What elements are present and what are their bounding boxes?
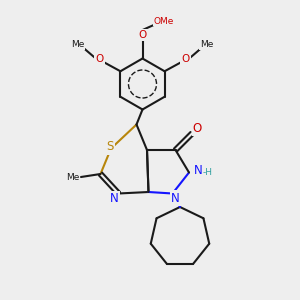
Text: Me: Me xyxy=(66,172,79,182)
Text: N: N xyxy=(110,192,118,206)
Text: OMe: OMe xyxy=(154,16,174,26)
Text: N: N xyxy=(171,191,180,205)
Text: Me: Me xyxy=(200,40,213,49)
Text: S: S xyxy=(107,140,114,154)
Text: -H: -H xyxy=(202,168,213,177)
Text: O: O xyxy=(193,122,202,135)
Text: O: O xyxy=(182,54,190,64)
Text: O: O xyxy=(95,54,104,64)
Text: Me: Me xyxy=(71,40,84,49)
Text: O: O xyxy=(138,30,147,40)
Text: N: N xyxy=(194,164,202,178)
